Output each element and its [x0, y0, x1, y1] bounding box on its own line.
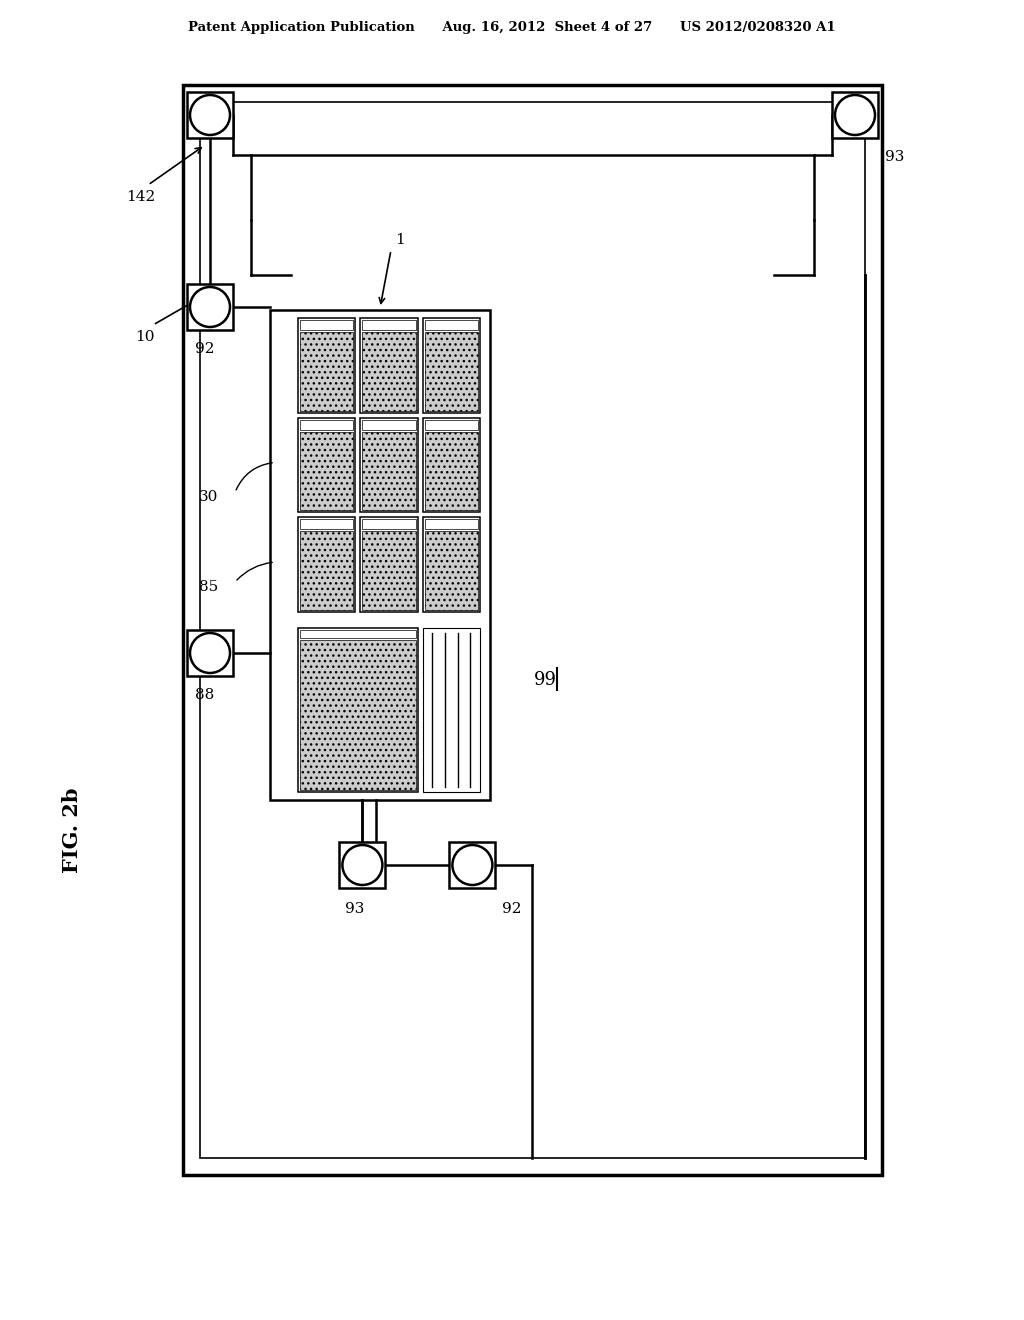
Bar: [362, 531, 416, 610]
Bar: [360, 517, 418, 612]
Bar: [187, 630, 233, 676]
Bar: [362, 420, 416, 429]
Bar: [450, 842, 496, 888]
Bar: [187, 92, 233, 139]
Bar: [360, 318, 418, 413]
Circle shape: [342, 845, 382, 884]
Bar: [423, 417, 480, 512]
Bar: [300, 640, 416, 789]
Bar: [425, 519, 478, 529]
Bar: [362, 333, 416, 411]
Text: 85: 85: [199, 579, 218, 594]
Bar: [270, 310, 490, 800]
Text: 1: 1: [395, 234, 406, 247]
Text: 88: 88: [196, 688, 215, 702]
Bar: [298, 628, 418, 792]
Circle shape: [453, 845, 493, 884]
Circle shape: [190, 634, 230, 673]
Bar: [183, 84, 882, 1175]
Text: 93: 93: [345, 902, 365, 916]
Text: 92: 92: [196, 342, 215, 356]
Bar: [300, 432, 353, 511]
Text: 92: 92: [503, 902, 522, 916]
Bar: [360, 417, 418, 512]
Bar: [831, 92, 878, 139]
Bar: [200, 102, 865, 1158]
Text: Patent Application Publication      Aug. 16, 2012  Sheet 4 of 27      US 2012/02: Patent Application Publication Aug. 16, …: [188, 21, 836, 34]
Bar: [362, 432, 416, 511]
Bar: [300, 531, 353, 610]
Text: 99: 99: [534, 671, 556, 689]
Bar: [298, 417, 355, 512]
Bar: [425, 333, 478, 411]
Circle shape: [190, 286, 230, 327]
Bar: [187, 284, 233, 330]
Bar: [423, 517, 480, 612]
Circle shape: [190, 95, 230, 135]
Text: 93: 93: [885, 150, 904, 164]
Bar: [339, 842, 385, 888]
Text: 142: 142: [126, 190, 156, 205]
Bar: [300, 420, 353, 429]
Text: 30: 30: [199, 491, 218, 504]
Bar: [423, 318, 480, 413]
Bar: [362, 519, 416, 529]
Bar: [298, 318, 355, 413]
Text: FIG. 2b: FIG. 2b: [62, 787, 82, 873]
Bar: [300, 333, 353, 411]
Bar: [425, 531, 478, 610]
Bar: [362, 319, 416, 330]
Bar: [300, 319, 353, 330]
Circle shape: [835, 95, 874, 135]
Bar: [423, 628, 480, 792]
Text: 10: 10: [135, 330, 155, 345]
Bar: [300, 630, 416, 638]
Bar: [425, 319, 478, 330]
Bar: [300, 519, 353, 529]
Bar: [425, 432, 478, 511]
Bar: [425, 420, 478, 429]
Bar: [298, 517, 355, 612]
